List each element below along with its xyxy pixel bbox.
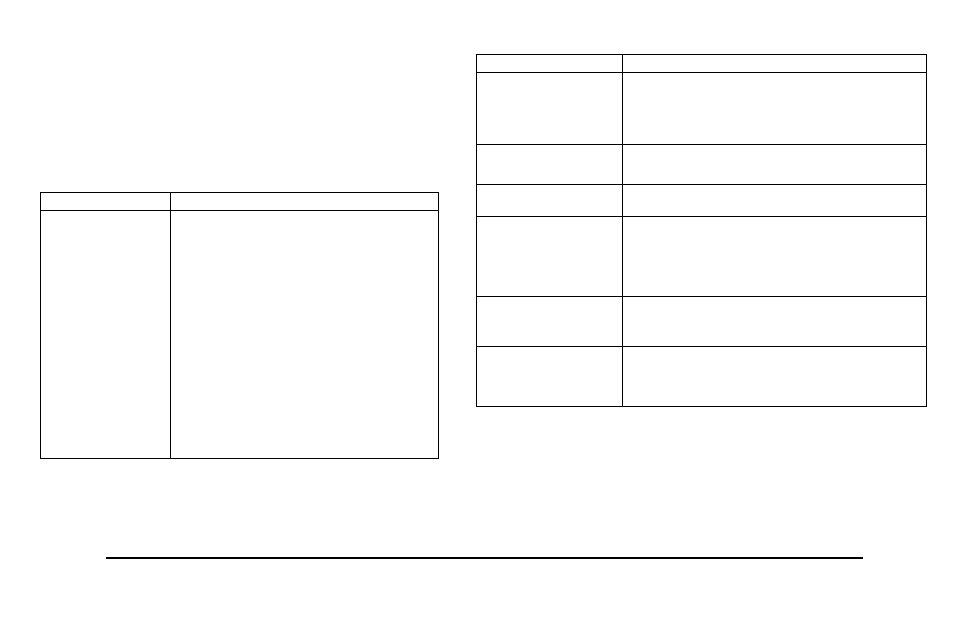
- table-cell: [623, 217, 927, 297]
- table-row: [477, 217, 927, 297]
- table-cell: [171, 211, 439, 459]
- table-row: [477, 297, 927, 347]
- table-row: [41, 211, 439, 459]
- table-header-row: [477, 55, 927, 73]
- right-table: [476, 54, 927, 407]
- table-cell: [477, 145, 623, 185]
- table-cell: [477, 347, 623, 407]
- table-cell: [623, 73, 927, 145]
- table-row: [477, 145, 927, 185]
- horizontal-rule: [106, 557, 863, 559]
- table-row: [477, 73, 927, 145]
- table-header-cell: [171, 193, 439, 211]
- table-row: [477, 185, 927, 217]
- table-cell: [623, 185, 927, 217]
- table-header-cell: [477, 55, 623, 73]
- table-cell: [477, 297, 623, 347]
- table-cell: [477, 185, 623, 217]
- table-header-cell: [41, 193, 171, 211]
- table-cell: [623, 145, 927, 185]
- page: [0, 0, 954, 636]
- table-header-cell: [623, 55, 927, 73]
- table-header-row: [41, 193, 439, 211]
- table-row: [477, 347, 927, 407]
- table-cell: [477, 217, 623, 297]
- table-cell: [623, 297, 927, 347]
- table-cell: [623, 347, 927, 407]
- table-cell: [477, 73, 623, 145]
- table-cell: [41, 211, 171, 459]
- left-table: [40, 192, 439, 459]
